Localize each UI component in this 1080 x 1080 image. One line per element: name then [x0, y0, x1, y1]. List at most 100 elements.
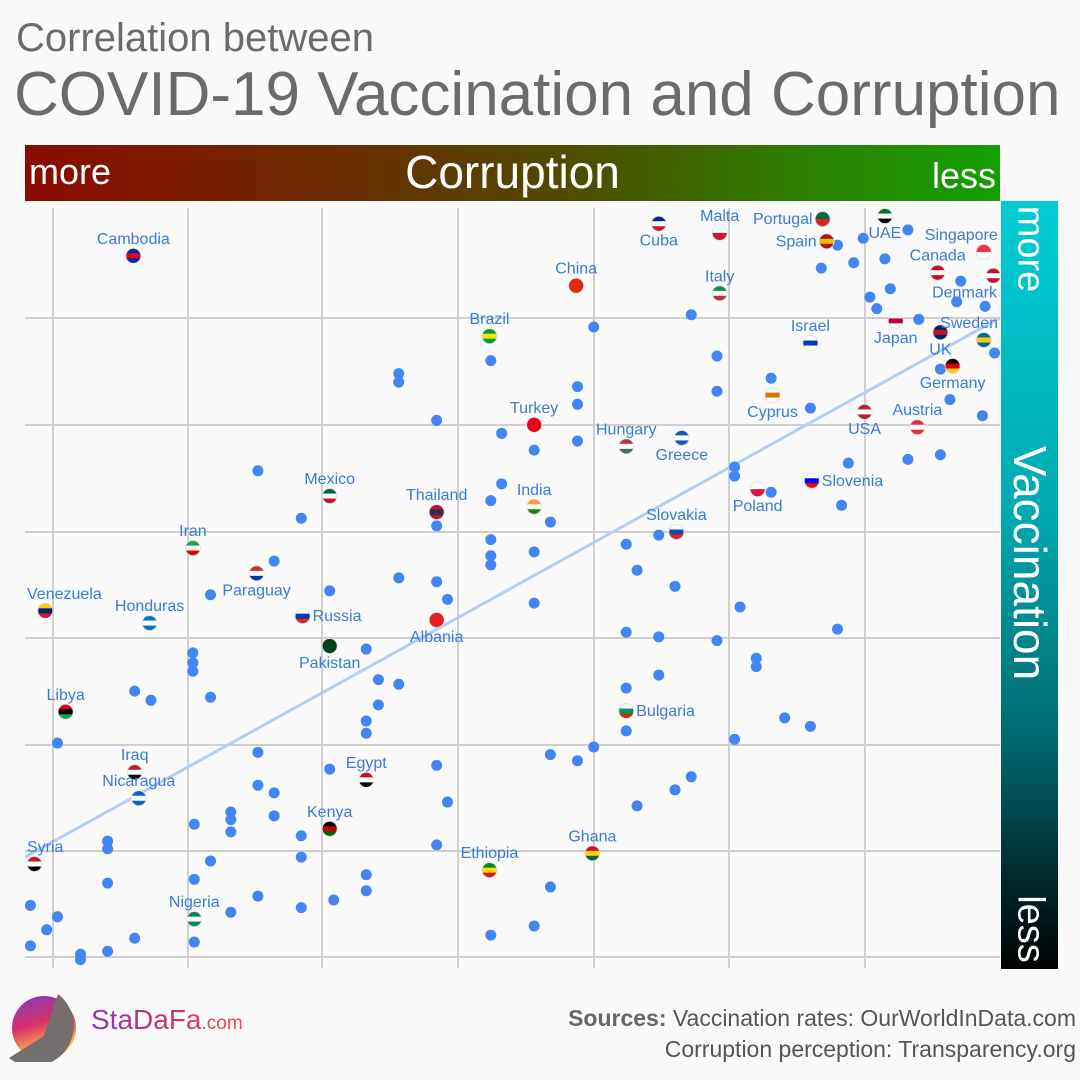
- flag-turkey-icon: [526, 417, 542, 433]
- country-label: Austria: [892, 402, 942, 419]
- data-point: [496, 427, 508, 439]
- flag-border: [358, 771, 375, 788]
- flag-cyprus-icon: [765, 387, 780, 403]
- country-label: Denmark: [932, 285, 998, 302]
- data-point: [360, 643, 372, 655]
- data-point: [431, 520, 443, 532]
- flag-china-icon: [568, 278, 584, 294]
- data-point: [979, 300, 991, 312]
- corruption-less-label: less: [931, 155, 996, 196]
- data-point: [685, 771, 697, 783]
- data-point: [544, 749, 556, 761]
- data-point: [225, 814, 237, 826]
- corruption-more-label: more: [29, 151, 112, 192]
- flag-border: [26, 856, 43, 872]
- data-point: [485, 534, 497, 546]
- data-point: [187, 657, 199, 669]
- data-point: [750, 661, 762, 673]
- data-point: [804, 720, 816, 732]
- chart-subtitle: Correlation between: [16, 16, 374, 60]
- data-point: [431, 839, 443, 851]
- country-label: Iraq: [121, 747, 149, 764]
- data-point: [360, 885, 372, 897]
- flag-border: [57, 703, 74, 720]
- flag-border: [802, 335, 819, 351]
- data-point: [884, 283, 896, 295]
- flag-border: [481, 862, 498, 879]
- flag-uk-icon: [932, 324, 948, 340]
- data-point: [815, 262, 827, 274]
- country-label: Egypt: [346, 755, 387, 772]
- flag-border: [929, 264, 946, 281]
- data-point: [360, 727, 372, 739]
- data-point: [360, 869, 372, 881]
- data-point: [252, 890, 264, 902]
- data-point: [372, 674, 384, 686]
- data-point: [544, 516, 556, 528]
- data-point: [442, 796, 453, 808]
- data-point: [485, 559, 497, 571]
- flag-iran-icon: [185, 540, 201, 556]
- stadafa-logo-icon: [9, 994, 76, 1062]
- data-point: [572, 381, 583, 393]
- data-point: [328, 894, 340, 906]
- vaccination-more-label: more: [1009, 205, 1051, 293]
- brand-text: StaDaFa: [91, 1004, 202, 1035]
- flag-ethiopia-icon: [481, 862, 497, 878]
- country-label: Hungary: [596, 421, 656, 438]
- flag-hungary-icon: [618, 438, 634, 454]
- data-point: [750, 652, 762, 664]
- source-vaccination: Vaccination rates: OurWorldInData.com: [672, 1005, 1076, 1031]
- flag-border: [668, 524, 685, 540]
- data-point: [572, 435, 583, 447]
- flag-canada-icon: [930, 265, 946, 281]
- data-point: [913, 313, 925, 325]
- flag-border: [711, 224, 728, 241]
- flag-border: [618, 703, 635, 719]
- flag-iraq-icon: [127, 764, 143, 780]
- data-point: [252, 779, 264, 791]
- data-point: [295, 902, 307, 914]
- flag-paraguay-icon: [249, 565, 265, 581]
- data-point: [528, 546, 540, 558]
- flag-border: [481, 328, 498, 345]
- data-point: [25, 899, 36, 911]
- flag-syria-icon: [26, 856, 42, 872]
- data-point: [544, 881, 556, 893]
- flag-denmark-icon: [985, 268, 1000, 284]
- flag-border: [650, 215, 667, 232]
- data-point: [225, 826, 237, 838]
- data-point: [951, 296, 963, 308]
- country-label: Brazil: [469, 311, 509, 328]
- flag-border: [321, 820, 338, 837]
- data-point: [205, 589, 217, 601]
- data-point: [832, 623, 843, 635]
- country-label: Japan: [874, 330, 918, 347]
- country-label: Ghana: [568, 828, 616, 845]
- country-label: Thailand: [406, 487, 467, 504]
- flag-slovenia-icon: [804, 473, 820, 489]
- data-point: [372, 699, 384, 711]
- flag-japan-icon: [888, 313, 904, 329]
- data-point: [188, 936, 200, 948]
- sources: Sources: Vaccination rates: OurWorldInDa…: [568, 1003, 1076, 1065]
- flag-border: [125, 247, 142, 264]
- data-point: [669, 580, 681, 592]
- data-point: [871, 303, 883, 315]
- country-label: Cuba: [640, 233, 678, 250]
- data-point: [711, 635, 723, 647]
- data-point: [431, 414, 443, 426]
- data-point: [102, 835, 114, 847]
- flag-russia-icon: [295, 608, 311, 624]
- flag-sweden-icon: [976, 332, 992, 348]
- flag-israel-icon: [802, 335, 818, 351]
- data-point: [685, 309, 697, 321]
- flag-border: [975, 332, 992, 348]
- flag-border: [141, 615, 158, 631]
- data-point: [75, 954, 87, 966]
- flag-border: [321, 638, 338, 654]
- data-point: [485, 355, 497, 367]
- brand-name: StaDaFa.com: [91, 1004, 243, 1036]
- flag-border: [673, 430, 690, 446]
- flag-uae-icon: [877, 208, 893, 224]
